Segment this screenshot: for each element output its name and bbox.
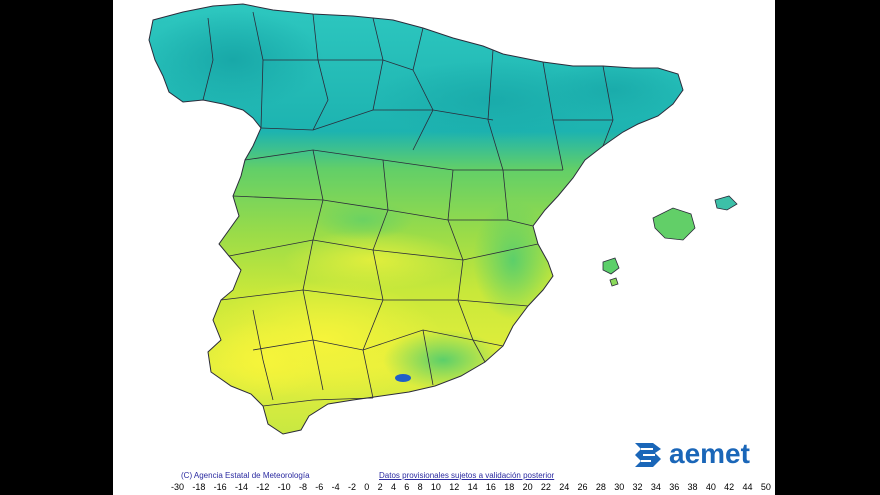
scale-tick: 30	[614, 482, 625, 492]
map-panel: aemet (C) Agencia Estatal de Meteorologí…	[113, 0, 775, 495]
menorca	[714, 195, 738, 211]
temperature-map	[148, 3, 738, 435]
scale-tick: 20	[522, 482, 533, 492]
scale-tick: 34	[650, 482, 661, 492]
scale-tick: 32	[632, 482, 643, 492]
scale-tick: 8	[417, 482, 423, 492]
scale-tick: -14	[234, 482, 248, 492]
aemet-logo: aemet	[631, 437, 771, 473]
scale-tick: 0	[364, 482, 370, 492]
scale-tick: 12	[449, 482, 460, 492]
scale-tick: -8	[298, 482, 307, 492]
aemet-logo-text: aemet	[669, 438, 750, 469]
scale-tick: -4	[331, 482, 340, 492]
scale-tick: -30	[171, 482, 185, 492]
scale-tick: 26	[577, 482, 588, 492]
scale-tick: 14	[467, 482, 478, 492]
scale-tick: 50	[760, 482, 771, 492]
balearic-islands	[602, 195, 738, 287]
provisional-notice: Datos provisionales sujetos a validación…	[379, 471, 555, 480]
scale-tick: 10	[430, 482, 441, 492]
peninsula-outline	[148, 3, 684, 435]
mallorca	[652, 207, 696, 241]
scale-tick: 44	[742, 482, 753, 492]
scale-tick: 4	[390, 482, 396, 492]
scale-tick: -12	[256, 482, 270, 492]
scale-tick: 6	[404, 482, 410, 492]
ibiza	[602, 257, 620, 275]
scale-tick: -6	[315, 482, 324, 492]
scale-tick: -2	[347, 482, 356, 492]
copyright-text: (C) Agencia Estatal de Meteorología	[181, 471, 310, 480]
aemet-logo-icon	[635, 443, 661, 467]
scale-tick: 16	[485, 482, 496, 492]
scale-tick: 38	[687, 482, 698, 492]
scale-tick: 40	[705, 482, 716, 492]
scale-tick: 42	[724, 482, 735, 492]
scale-tick: -18	[192, 482, 206, 492]
scale-tick: 18	[504, 482, 515, 492]
scale-tick: 36	[669, 482, 680, 492]
province-borders	[202, 11, 614, 407]
scale-tick: 22	[540, 482, 551, 492]
scale-tick: -16	[213, 482, 227, 492]
sierra-nevada-cold-spot	[395, 374, 411, 382]
scale-tick: -10	[277, 482, 291, 492]
scale-tick: 24	[559, 482, 570, 492]
temperature-scale: -30 -18 -16 -14 -12 -10 -8 -6 -4 -2 0 2 4 6 8 10 12 14 16 1…	[171, 482, 771, 494]
scale-tick: 2	[377, 482, 383, 492]
formentera	[609, 277, 619, 287]
scale-tick: 28	[595, 482, 606, 492]
